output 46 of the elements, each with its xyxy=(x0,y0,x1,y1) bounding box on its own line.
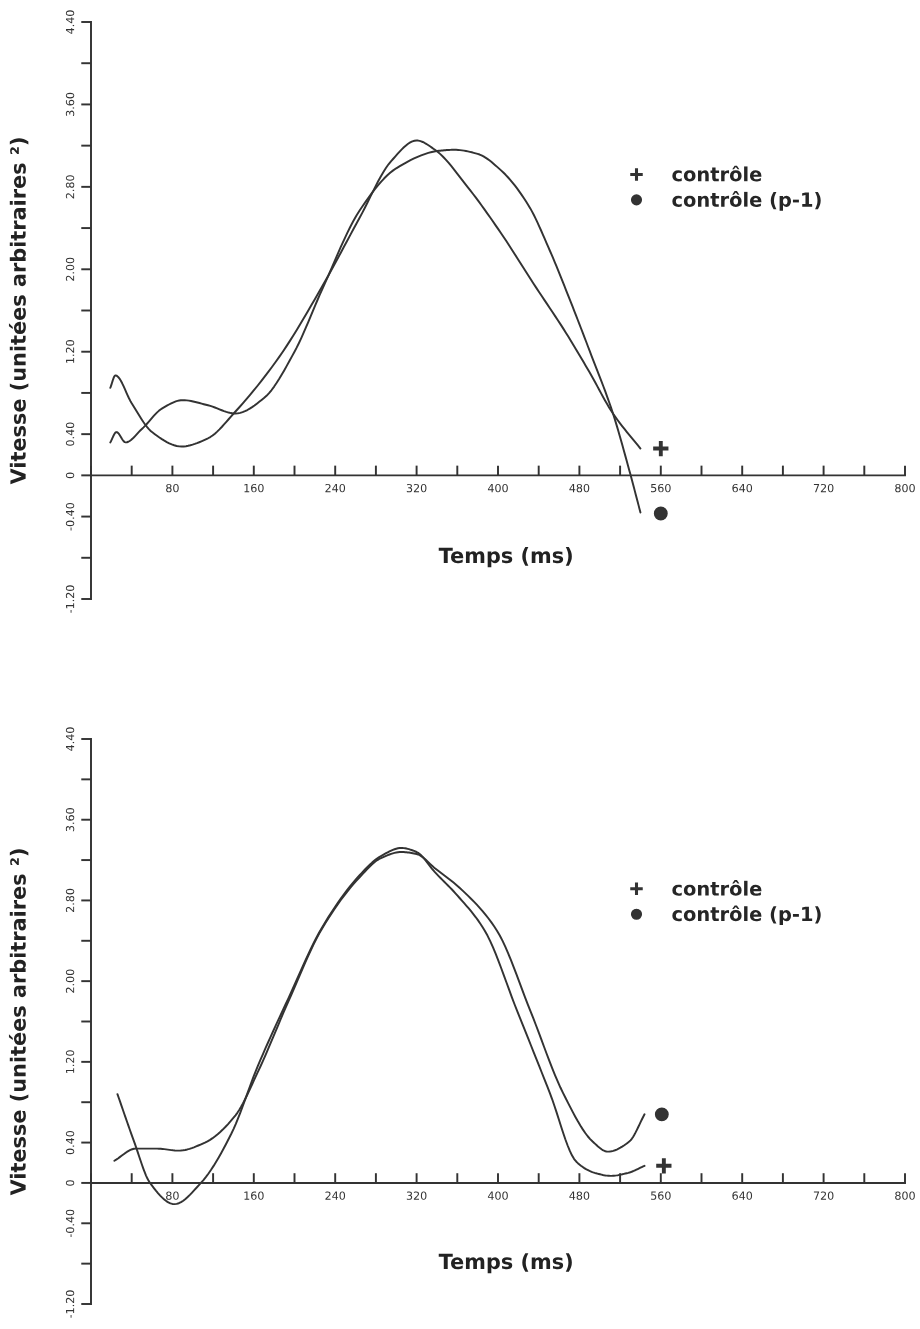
y-tick-label: -1.20 xyxy=(65,585,75,613)
x-axis-title: Temps (ms) xyxy=(438,1253,572,1274)
x-tick-label: 480 xyxy=(569,1191,590,1200)
y-tick-label: 0 xyxy=(65,472,75,479)
legend-label: contrôle xyxy=(672,880,762,896)
x-tick-label: 480 xyxy=(569,483,590,493)
x-tick-label: 800 xyxy=(895,483,915,493)
y-tick-label: -0.40 xyxy=(65,1209,75,1238)
legend-label: contrôle (p-1) xyxy=(672,905,821,926)
x-tick-label: 80 xyxy=(166,483,179,493)
y-axis-title: Vitesse (unitées arbitraires ²) xyxy=(8,138,29,485)
x-tick-label: 400 xyxy=(487,1191,508,1200)
x-tick-label: 560 xyxy=(651,483,671,493)
y-tick-label: 2.80 xyxy=(65,888,75,912)
legend-label: contrôle (p-1) xyxy=(672,191,821,211)
y-tick-label: -1.20 xyxy=(65,1290,75,1318)
x-axis-title: Temps (ms) xyxy=(438,547,572,568)
y-tick-label: 1.20 xyxy=(65,1050,75,1074)
y-axis-title: Vitesse (unitées arbitraires ²) xyxy=(8,849,29,1196)
y-tick-label: 2.00 xyxy=(65,969,75,993)
x-tick-label: 720 xyxy=(813,1191,834,1200)
y-tick-label: 3.60 xyxy=(65,808,75,832)
x-tick-label: 720 xyxy=(813,483,834,493)
y-tick-label: 2.80 xyxy=(65,175,75,199)
x-tick-label: 640 xyxy=(732,483,753,493)
x-tick-label: 320 xyxy=(406,1191,427,1200)
x-tick-label: 160 xyxy=(244,1191,264,1200)
x-tick-label: 160 xyxy=(244,483,264,493)
y-tick-label: 0 xyxy=(65,1180,75,1186)
x-tick-label: 400 xyxy=(487,483,508,493)
y-tick-label: 0.40 xyxy=(65,422,75,446)
x-tick-label: 240 xyxy=(325,483,346,493)
y-tick-label: 3.60 xyxy=(65,92,75,116)
legend-label: contrôle xyxy=(672,165,762,182)
x-tick-label: 80 xyxy=(166,1191,179,1200)
y-tick-label: 4.40 xyxy=(65,727,75,751)
x-tick-label: 800 xyxy=(895,1191,915,1200)
x-tick-label: 560 xyxy=(651,1191,671,1200)
y-tick-label: 1.20 xyxy=(65,340,75,363)
y-tick-label: 0.40 xyxy=(65,1130,75,1155)
y-tick-label: -0.40 xyxy=(65,502,75,531)
x-tick-label: 640 xyxy=(732,1191,753,1200)
y-tick-label: 4.40 xyxy=(65,10,75,34)
x-tick-label: 320 xyxy=(406,483,427,493)
x-tick-label: 240 xyxy=(325,1191,346,1200)
y-tick-label: 2.00 xyxy=(65,257,75,281)
